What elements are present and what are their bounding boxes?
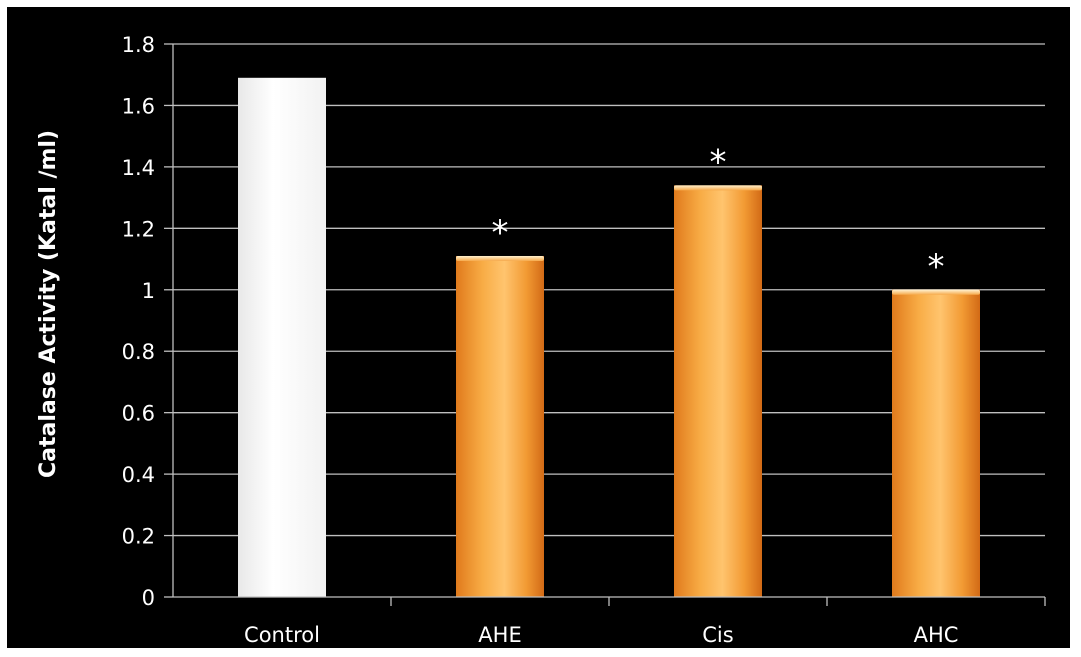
y-tick-label: 0.8: [122, 340, 155, 364]
y-axis-label: Catalase Activity (Katal /ml): [36, 130, 61, 478]
y-tick-label: 1.4: [122, 156, 155, 180]
y-tick-label: 0.4: [122, 463, 155, 487]
chart-background: 0 0.2 0.4 0.6 0.8 1 1.2 1.4 1.6 1.8 * * * Control AH…: [7, 7, 1070, 648]
y-tick-label: 1: [142, 279, 155, 303]
significance-asterisk: *: [492, 213, 509, 253]
significance-asterisk: *: [928, 247, 945, 287]
bar-top-highlight: [674, 185, 762, 191]
y-tick-label: 1.6: [122, 94, 155, 118]
y-tick-label: 1.8: [122, 33, 155, 57]
bars: [238, 77, 980, 598]
x-tick-label: AHC: [914, 623, 959, 647]
bar-ahe: [456, 255, 544, 597]
y-tick-label: 1.2: [122, 217, 155, 241]
y-tick-labels: 0 0.2 0.4 0.6 0.8 1 1.2 1.4 1.6 1.8: [122, 33, 155, 610]
y-tick-label: 0.2: [122, 525, 155, 549]
y-tick-label: 0: [142, 586, 155, 610]
bar-top-highlight: [456, 255, 544, 261]
bar-cis: [674, 185, 762, 598]
bar-ahc: [892, 289, 980, 597]
bar-top-highlight: [892, 289, 980, 295]
x-tick-label: Cis: [702, 623, 733, 647]
significance-markers: * * *: [492, 142, 945, 286]
x-tick-label: AHE: [478, 623, 521, 647]
bar-chart: 0 0.2 0.4 0.6 0.8 1 1.2 1.4 1.6 1.8 * * * Control AH…: [36, 33, 1046, 647]
x-tick-label: Control: [244, 623, 320, 647]
axes: [164, 43, 1046, 606]
bar-control: [238, 77, 326, 598]
x-tick-labels: Control AHE Cis AHC: [244, 623, 958, 647]
significance-asterisk: *: [710, 142, 727, 182]
y-tick-label: 0.6: [122, 402, 155, 426]
